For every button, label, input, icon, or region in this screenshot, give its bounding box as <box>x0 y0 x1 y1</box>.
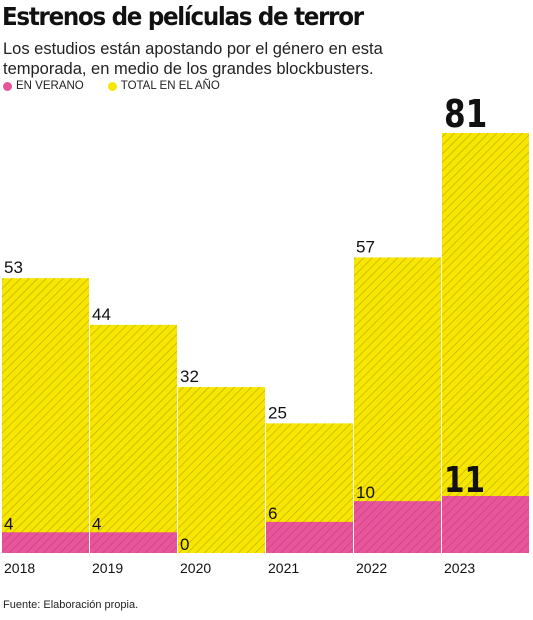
category-label-2020: 2020 <box>180 560 211 576</box>
legend-label-summer: EN VERANO <box>16 80 84 92</box>
category-label-2021: 2021 <box>268 560 299 576</box>
summer-value-label-2021: 6 <box>268 504 277 523</box>
bar-chart: 5342018444201932020202562021571020228111… <box>2 95 529 576</box>
total-value-label-2023: 81 <box>444 95 487 137</box>
bar-total-2020 <box>178 387 265 553</box>
category-label-2019: 2019 <box>92 560 123 576</box>
category-label-2022: 2022 <box>356 560 387 576</box>
chart-title: Estrenos de películas de terror <box>2 2 364 31</box>
summer-value-label-2018: 4 <box>4 514 13 533</box>
total-value-label-2022: 57 <box>356 237 375 256</box>
legend-label-total: TOTAL EN EL AÑO <box>120 80 220 92</box>
summer-value-label-2019: 4 <box>92 514 101 533</box>
total-value-label-2019: 44 <box>92 305 111 324</box>
bar-summer-2022 <box>354 501 441 553</box>
bar-summer-2018 <box>2 532 89 553</box>
total-value-label-2021: 25 <box>268 403 287 422</box>
bar-summer-2023 <box>442 495 529 553</box>
bar-total-2023 <box>442 133 529 553</box>
legend-item-total: TOTAL EN EL AÑO <box>107 80 220 92</box>
summer-value-label-2022: 10 <box>356 483 375 502</box>
source-note: Fuente: Elaboración propia. <box>3 599 139 611</box>
summer-value-label-2023: 11 <box>444 458 485 501</box>
category-label-2018: 2018 <box>4 560 35 576</box>
total-value-label-2020: 32 <box>180 367 199 386</box>
category-label-2023: 2023 <box>444 560 475 576</box>
bar-summer-2019 <box>90 532 177 553</box>
bar-summer-2021 <box>266 521 353 553</box>
legend: EN VERANO TOTAL EN EL AÑO <box>3 80 238 92</box>
bar-total-2019 <box>90 324 177 553</box>
legend-item-summer: EN VERANO <box>3 80 84 92</box>
legend-swatch-summer <box>3 81 12 91</box>
chart-subtitle: Los estudios están apostando por el géne… <box>3 40 383 78</box>
total-value-label-2018: 53 <box>4 258 23 277</box>
legend-swatch-total <box>107 81 117 91</box>
bar-total-2018 <box>2 278 89 553</box>
summer-value-label-2020: 0 <box>180 535 189 554</box>
